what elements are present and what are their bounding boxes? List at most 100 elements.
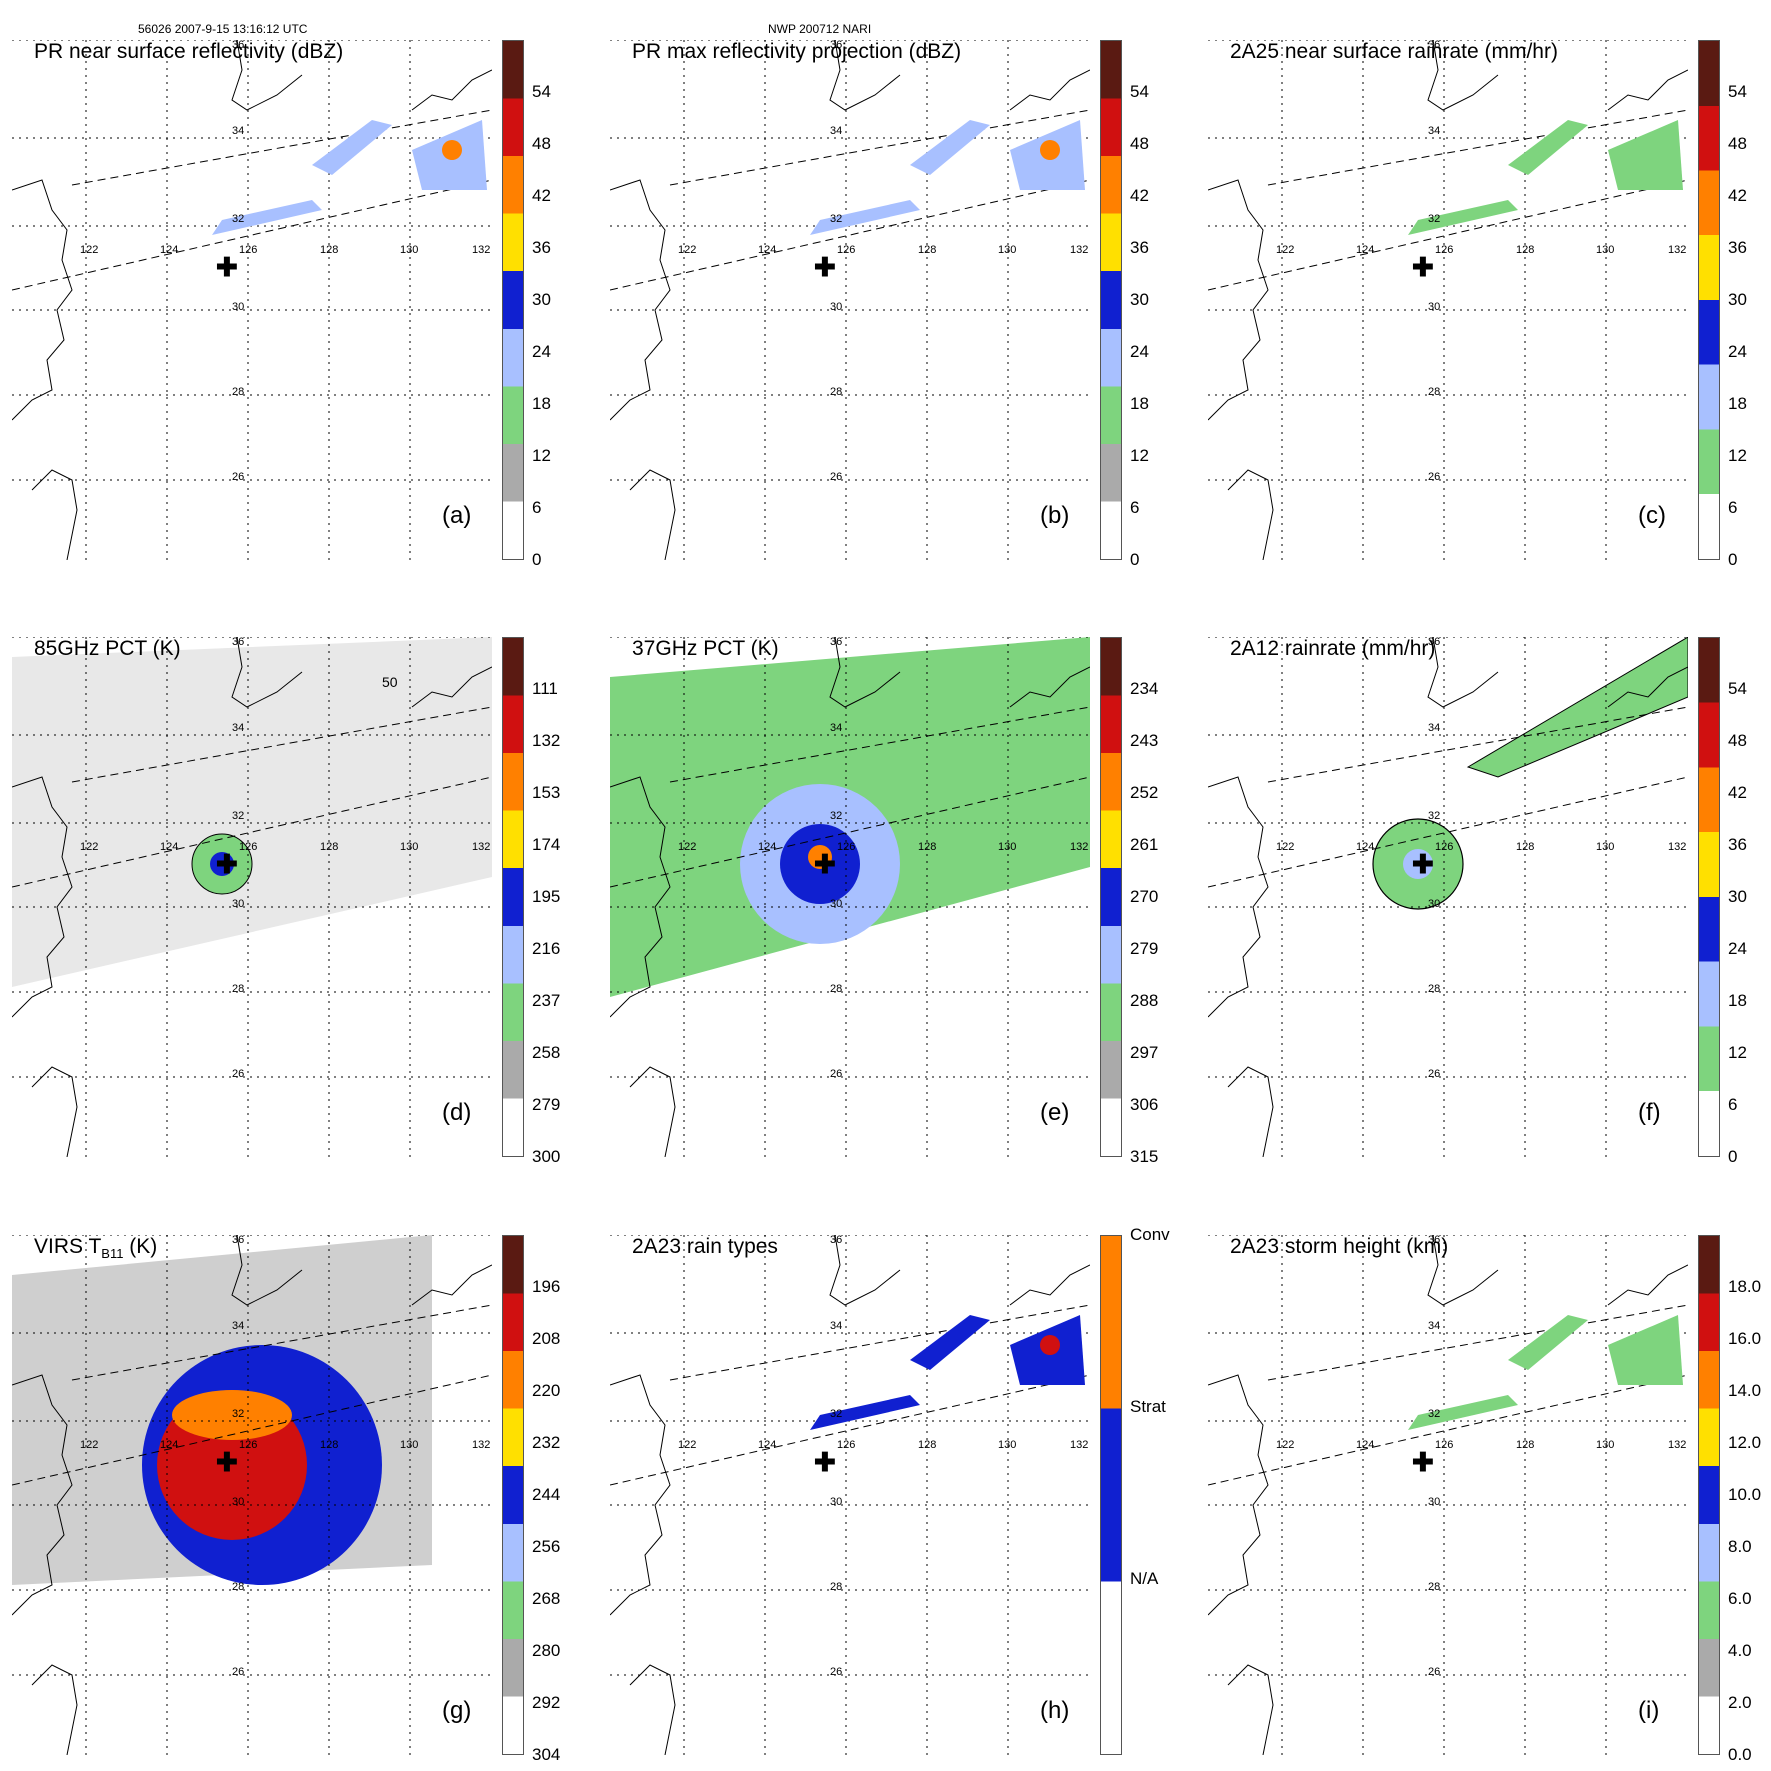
lat-label: 32 — [830, 1408, 842, 1420]
lat-label: 26 — [1428, 1068, 1440, 1080]
swath-edge-north — [669, 109, 1090, 186]
lat-label: 36 — [232, 1235, 244, 1246]
map-canvas: ✚ 122 124 126 128 130 132 36 34 32 30 28 26 — [610, 637, 1090, 1157]
lon-label: 124 — [160, 1439, 178, 1451]
coastline-japan — [411, 666, 492, 708]
panel-label: (a) — [442, 502, 472, 529]
colorbar-tick-label: 48 — [1130, 134, 1149, 153]
lon-label: 132 — [1070, 1439, 1088, 1451]
colorbar-tick-label: 18 — [532, 394, 551, 413]
colorbar-tick-label: 42 — [532, 186, 551, 205]
panel-h: ✚ 122 124 126 128 130 132 36 34 32 30 28 26 2A23 rain… — [610, 1225, 1170, 1755]
lat-label: 26 — [232, 1666, 244, 1678]
lon-label: 130 — [1596, 1439, 1614, 1451]
lon-label: 132 — [1668, 1439, 1686, 1451]
colorbar-tick-label: 36 — [1130, 238, 1149, 257]
colorbar — [502, 40, 524, 560]
lon-label: 126 — [239, 1439, 257, 1451]
colorbar — [1698, 1235, 1720, 1755]
swath-edge-north — [669, 706, 1090, 783]
rain-patch-3 — [1608, 1315, 1683, 1385]
panel-g: ✚ 122 124 126 128 130 132 36 34 32 30 28 26 VIRS TB11… — [12, 1235, 560, 1764]
lon-label: 128 — [320, 1439, 338, 1451]
colorbar-tick-label: 12 — [1728, 446, 1747, 465]
colorbar-tick-label: 0.0 — [1728, 1745, 1752, 1764]
colorbar-tick-label: 42 — [1130, 186, 1149, 205]
swath-edge-south — [1208, 776, 1688, 888]
lon-label: 130 — [1596, 244, 1614, 256]
colorbar — [502, 637, 524, 1157]
panel-label: (h) — [1040, 1697, 1070, 1724]
typhoon-center-marker: ✚ — [1412, 849, 1434, 879]
lon-label: 128 — [918, 841, 936, 853]
colorbar-tick-label: 4.0 — [1728, 1641, 1752, 1660]
colorbar-tick-label: 18 — [1728, 394, 1747, 413]
contour-value-label: 50 — [382, 674, 398, 690]
lat-label: 34 — [1428, 125, 1440, 137]
colorbar-tick-label: 0 — [1728, 550, 1738, 569]
coastline-taiwan — [31, 1664, 78, 1755]
lat-label: 34 — [1428, 1320, 1440, 1332]
lat-label: 34 — [232, 125, 244, 137]
rain-patch-2 — [1508, 1315, 1588, 1370]
lon-label: 132 — [1070, 841, 1088, 853]
colorbar-tick-label: 12 — [1130, 446, 1149, 465]
coastline-taiwan — [31, 1066, 78, 1157]
panel-label: (g) — [442, 1697, 472, 1724]
colorbar-tick-label: 268 — [532, 1589, 561, 1608]
colorbar-tick-label: 24 — [1728, 939, 1747, 958]
panel-title-subscript: B11 — [101, 1246, 124, 1262]
colorbar-tick-label: 10.0 — [1728, 1485, 1762, 1504]
map-canvas: ✚ 122 124 126 128 130 132 36 34 32 30 28 26 — [12, 1235, 492, 1755]
lat-label: 30 — [1428, 898, 1440, 910]
rain-core — [1040, 1335, 1060, 1355]
swath-edge-north — [71, 706, 492, 783]
rain-patch-2 — [312, 120, 392, 175]
rain-patch-2 — [910, 120, 990, 175]
coastline-china — [12, 776, 73, 1018]
colorbar-tick-label: 48 — [1728, 731, 1747, 750]
coastline-japan — [411, 1264, 492, 1306]
lat-label: 36 — [830, 637, 842, 648]
lon-label: 122 — [678, 841, 696, 853]
panel-title-text: 2A12 rainrate (mm/hr) — [1230, 637, 1436, 660]
colorbar-tick-label: 6 — [1728, 498, 1738, 517]
lat-label: 32 — [232, 810, 244, 822]
coastline-taiwan — [31, 469, 78, 560]
coastline-china — [12, 1374, 73, 1616]
coastline-korea — [231, 637, 303, 708]
colorbar-tick-label: 14.0 — [1728, 1381, 1762, 1400]
colorbar-tick-label: 153 — [532, 783, 561, 802]
lat-label: 28 — [830, 983, 842, 995]
colorbar-tick-label: 24 — [1728, 342, 1747, 361]
colorbar-tick-label: 36 — [1728, 835, 1747, 854]
rainband — [1466, 637, 1688, 778]
lon-label: 128 — [918, 244, 936, 256]
lat-label: 36 — [830, 40, 842, 51]
lon-label: 132 — [1668, 244, 1686, 256]
lat-label: 32 — [1428, 1408, 1440, 1420]
lon-label: 126 — [837, 841, 855, 853]
lon-label: 122 — [80, 841, 98, 853]
colorbar-tick-label: 196 — [532, 1277, 561, 1296]
coastline-japan — [1607, 69, 1688, 111]
colorbar-tick-label: 12 — [1728, 1043, 1747, 1062]
coastline-korea — [829, 637, 901, 708]
panel-title-text: 2A23 storm height (km) — [1230, 1235, 1449, 1258]
coastline-taiwan — [1227, 1664, 1274, 1755]
coastline-taiwan — [1227, 1066, 1274, 1157]
swath-edge-south — [610, 179, 1090, 291]
panel-title: 2A23 storm height (km) — [1230, 1235, 1448, 1259]
rain-patch-2 — [1508, 120, 1588, 175]
lon-label: 128 — [1516, 1439, 1534, 1451]
lon-label: 124 — [758, 1439, 776, 1451]
panel-title-text: 85GHz PCT (K) — [34, 637, 181, 660]
panel-i: ✚ 122 124 126 128 130 132 36 34 32 30 28 26 2A23 stor… — [1208, 1235, 1761, 1764]
colorbar-tick-label: 16.0 — [1728, 1329, 1762, 1348]
lat-label: 32 — [830, 213, 842, 225]
swath-edge-south — [12, 179, 492, 291]
colorbar-tick-label: 42 — [1728, 783, 1747, 802]
lat-label: 30 — [830, 1496, 842, 1508]
map-canvas: ✚ 122 124 126 128 130 132 36 34 32 30 28 26 50 — [12, 637, 492, 1157]
coastline-china — [1208, 179, 1269, 421]
